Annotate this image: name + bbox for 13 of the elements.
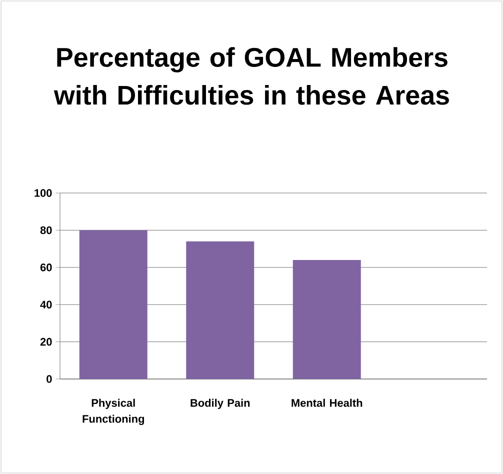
y-tick-label: 40 (40, 300, 52, 308)
bar (186, 241, 254, 379)
y-tick-label: 60 (40, 264, 52, 272)
chart-title: Percentage of GOAL Members with Difficulties in these Areas (54, 47, 449, 105)
y-tick-label: 100 (34, 189, 52, 197)
x-tick-label: Physical Functioning (82, 398, 144, 425)
y-tick-label: 0 (46, 375, 52, 383)
bar (79, 230, 148, 379)
bar (292, 260, 361, 379)
y-tick-label: 20 (40, 338, 52, 346)
x-tick-label: Bodily Pain (190, 398, 250, 409)
y-tick-label: 80 (40, 226, 52, 234)
x-tick-label: Mental Health (292, 398, 362, 407)
